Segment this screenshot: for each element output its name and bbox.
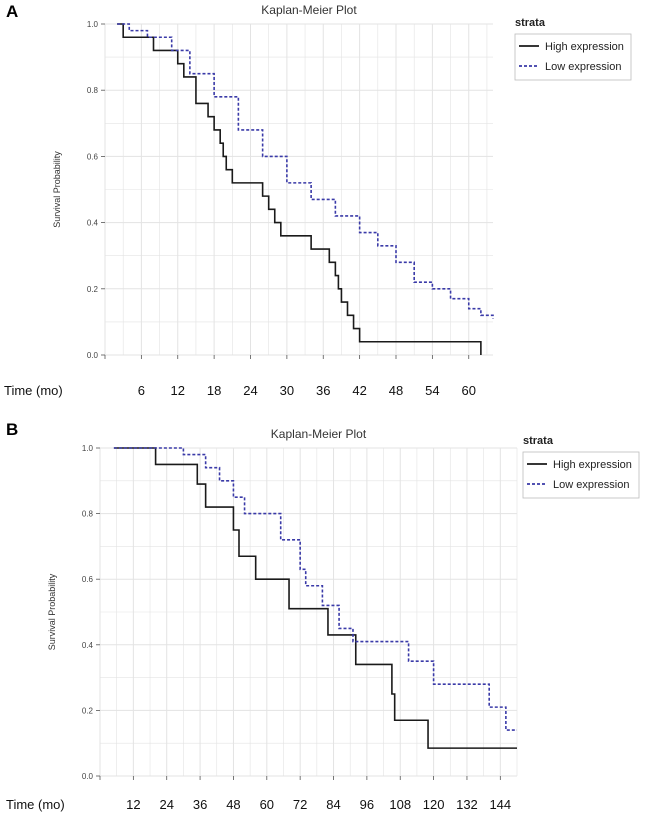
x-axis-label: Time (mo) — [4, 383, 63, 398]
chart-a: Kaplan-Meier Plot 0.0 0.2 0.4 0.6 0.8 1.0 Survi… — [4, 3, 632, 398]
x-tick-label: 24 — [243, 383, 257, 398]
legend-label: High expression — [545, 41, 624, 53]
x-tick-label: 36 — [193, 797, 207, 812]
x-tick-label: 24 — [159, 797, 173, 812]
legend-title: strata — [515, 17, 546, 29]
x-tick-label: 132 — [456, 797, 478, 812]
x-tick-label: 54 — [425, 383, 439, 398]
chart-b: Kaplan-Meier Plot 0.0 0.2 0.4 0.6 0.8 1.0 Survi… — [6, 427, 640, 812]
chart-title: Kaplan-Meier Plot — [271, 427, 367, 441]
y-tick-label: 1.0 — [82, 444, 94, 453]
y-axis-label: Survival Probability — [47, 573, 57, 650]
x-tick-label: 48 — [389, 383, 403, 398]
panel-letter: B — [6, 420, 19, 439]
x-tick-label: 42 — [352, 383, 366, 398]
y-tick-label: 0.0 — [82, 772, 94, 781]
legend-label: High expression — [553, 459, 632, 471]
x-tick-label: 96 — [360, 797, 374, 812]
series-line-low-expression — [113, 447, 517, 731]
panel-b: B Kaplan-Meier Plot 0.0 0.2 0.4 0.6 0.8 1.0 Sur… — [0, 418, 650, 837]
y-tick-label: 0.2 — [87, 285, 99, 294]
legend-label: Low expression — [545, 61, 621, 73]
chart-title: Kaplan-Meier Plot — [261, 3, 357, 17]
x-tick-label: 60 — [260, 797, 274, 812]
x-tick-label: 48 — [226, 797, 240, 812]
x-tick-label: 12 — [126, 797, 140, 812]
x-tick-label: 72 — [293, 797, 307, 812]
x-axis-label: Time (mo) — [6, 797, 65, 812]
y-tick-label: 0.6 — [82, 575, 94, 584]
x-tick-label: 84 — [326, 797, 340, 812]
legend-box — [522, 451, 640, 499]
x-tick-label: 6 — [138, 383, 145, 398]
y-axis-label: Survival Probability — [52, 151, 62, 228]
x-tick-label: 12 — [171, 383, 185, 398]
legend-box — [514, 33, 632, 81]
panel-letter: A — [6, 2, 19, 21]
y-tick-label: 0.4 — [87, 219, 99, 228]
y-tick-label: 1.0 — [87, 20, 99, 29]
x-tick-label: 60 — [462, 383, 476, 398]
y-tick-label: 0.4 — [82, 641, 94, 650]
legend-label: Low expression — [553, 479, 629, 491]
y-tick-label: 0.2 — [82, 706, 94, 715]
x-tick-label: 36 — [316, 383, 330, 398]
y-tick-label: 0.0 — [87, 351, 99, 360]
y-tick-label: 0.8 — [82, 510, 94, 519]
y-tick-label: 0.6 — [87, 152, 99, 161]
series-line-high-expression — [113, 447, 517, 749]
x-tick-label: 144 — [489, 797, 511, 812]
legend-title: strata — [523, 435, 554, 447]
panel-a: A Kaplan-Meier Plot 0.0 0.2 0.4 0.6 0.8 1.0 Sur… — [0, 0, 650, 418]
y-tick-label: 0.8 — [87, 86, 99, 95]
x-tick-label: 120 — [423, 797, 445, 812]
x-tick-label: 30 — [280, 383, 294, 398]
series-line-low-expression — [117, 23, 494, 319]
series-line-high-expression — [117, 23, 482, 355]
x-tick-label: 18 — [207, 383, 221, 398]
x-tick-label: 108 — [389, 797, 411, 812]
